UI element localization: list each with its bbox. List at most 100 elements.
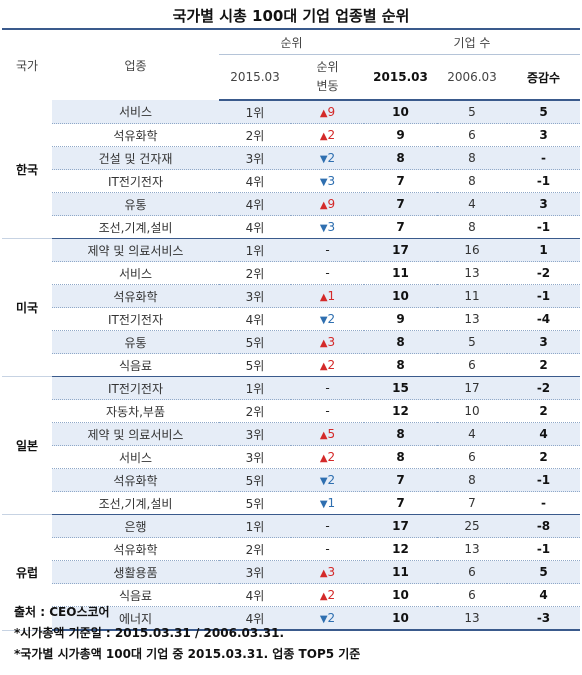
count-diff-cell: 1: [507, 238, 580, 262]
down-arrow-icon: ▼: [319, 499, 328, 510]
count-diff-cell: -1: [507, 284, 580, 308]
count-2015-cell: 7: [364, 491, 437, 515]
header-count-2006: 2006.03: [437, 54, 507, 101]
table-body: 한국 서비스 1위 ▲9 10 5 5 석유화학 2위 ▲2 9 6 3 건설 및 건자재 3위 ▼2 8 8- I…: [2, 100, 580, 631]
rank-change-cell: ▲3: [291, 330, 364, 354]
rank-cell: 1위: [219, 238, 291, 262]
up-arrow-icon: ▲: [319, 200, 328, 211]
down-arrow-icon: ▼: [319, 315, 328, 326]
count-diff-cell: 4: [507, 422, 580, 446]
count-2015-cell: 7: [364, 169, 437, 193]
table-row: 식음료 4위 ▲2 10 6 4: [2, 583, 580, 607]
table-row: 건설 및 건자재 3위 ▼2 8 8-: [2, 146, 580, 170]
count-2015-cell: 10: [364, 100, 437, 124]
table-row: 서비스 2위 - 11 13 -2: [2, 261, 580, 285]
table-row: 석유화학 3위 ▲1 10 11 -1: [2, 284, 580, 308]
count-diff-cell: 5: [507, 100, 580, 124]
count-2006-cell: 6: [437, 583, 507, 607]
rank-cell: 4위: [219, 606, 291, 631]
industry-cell: 서비스: [52, 100, 219, 124]
count-diff-cell: 3: [507, 192, 580, 216]
count-2015-cell: 12: [364, 537, 437, 561]
rank-cell: 5위: [219, 353, 291, 377]
header-rank-2015: 2015.03: [219, 54, 291, 101]
count-diff-cell: 4: [507, 583, 580, 607]
country-cell: 한국: [2, 100, 52, 239]
count-2006-cell: 5: [437, 330, 507, 354]
rank-change-cell: ▲2: [291, 445, 364, 469]
count-2015-cell: 7: [364, 215, 437, 239]
count-diff-cell: -4: [507, 307, 580, 331]
rank-change-cell: ▲1: [291, 284, 364, 308]
down-arrow-icon: ▼: [319, 223, 328, 234]
count-2015-cell: 7: [364, 192, 437, 216]
down-arrow-icon: ▼: [319, 154, 328, 165]
table-row: 일본 IT전기전자 1위 -15 17 -2: [2, 376, 580, 515]
count-2006-cell: 8: [437, 169, 507, 193]
rank-change-value: -: [325, 243, 330, 257]
rank-cell: 5위: [219, 330, 291, 354]
industry-cell: 유통: [52, 330, 219, 354]
rank-change-cell: ▼2: [291, 468, 364, 492]
rank-change-cell: ▲3: [291, 560, 364, 584]
rank-cell: 2위: [219, 123, 291, 147]
rank-change-cell: -: [291, 238, 364, 262]
table-row: 조선,기계,설비 5위 ▼1 7 7-: [2, 491, 580, 515]
industry-cell: 조선,기계,설비: [52, 491, 219, 515]
count-2015-cell: 17: [364, 238, 437, 262]
industry-cell: 제약 및 의료서비스: [52, 422, 219, 446]
rank-change-cell: -: [291, 399, 364, 423]
up-arrow-icon: ▲: [319, 430, 328, 441]
down-arrow-icon: ▼: [319, 177, 328, 188]
rank-change-value: 2: [327, 128, 336, 142]
rank-change-value: -: [325, 542, 330, 556]
count-2015-cell: 8: [364, 422, 437, 446]
count-2006-cell: 10: [437, 399, 507, 423]
rank-change-value: -: [325, 519, 330, 533]
industry-cell: 서비스: [52, 445, 219, 469]
industry-cell: IT전기전자: [52, 307, 219, 331]
industry-cell: 석유화학: [52, 468, 219, 492]
rank-change-cell: -: [291, 376, 364, 400]
industry-cell: 석유화학: [52, 537, 219, 561]
rank-change-cell: -: [291, 261, 364, 285]
table-row: 조선,기계,설비 4위 ▼3 7 8 -1: [2, 215, 580, 239]
count-2015-cell: 10: [364, 606, 437, 631]
count-2006-cell: 6: [437, 445, 507, 469]
rank-cell: 2위: [219, 399, 291, 423]
rank-cell: 4위: [219, 307, 291, 331]
count-2006-cell: 17: [437, 376, 507, 400]
up-arrow-icon: ▲: [319, 292, 328, 303]
footnotes: 출처 : CEO스코어 *시가총액 기준일 : 2015.03.31 / 200…: [14, 602, 360, 665]
count-2015-cell: 8: [364, 353, 437, 377]
rank-change-value: 1: [327, 496, 336, 510]
count-diff-cell: 2: [507, 353, 580, 377]
count-diff-cell: 3: [507, 330, 580, 354]
country-cell: 일본: [2, 376, 52, 515]
count-2006-cell: 8: [437, 468, 507, 492]
count-2015-cell: 17: [364, 514, 437, 538]
rank-cell: 2위: [219, 261, 291, 285]
rank-change-cell: -: [291, 537, 364, 561]
rank-change-cell: ▲2: [291, 353, 364, 377]
rank-change-value: 2: [327, 358, 336, 372]
count-2015-cell: 8: [364, 445, 437, 469]
count-diff-cell: 5: [507, 560, 580, 584]
count-2006-cell: 5: [437, 100, 507, 124]
header-count-group: 기업 수: [364, 28, 580, 55]
rank-change-cell: -: [291, 514, 364, 538]
count-2015-cell: 15: [364, 376, 437, 400]
up-arrow-icon: ▲: [319, 591, 328, 602]
count-2006-cell: 8: [437, 146, 507, 170]
rank-change-value: -: [325, 381, 330, 395]
table-row: 석유화학 5위 ▼2 7 8 -1: [2, 468, 580, 492]
industry-cell: 건설 및 건자재: [52, 146, 219, 170]
rank-cell: 3위: [219, 445, 291, 469]
count-2015-cell: 7: [364, 468, 437, 492]
count-2006-cell: 6: [437, 560, 507, 584]
industry-cell: 은행: [52, 514, 219, 538]
industry-cell: 석유화학: [52, 284, 219, 308]
footnote-criteria: *국가별 시가총액 100대 기업 중 2015.03.31. 업종 TOP5 …: [14, 647, 361, 661]
count-diff-cell: -1: [507, 169, 580, 193]
header-diff: 증감수: [507, 54, 580, 101]
